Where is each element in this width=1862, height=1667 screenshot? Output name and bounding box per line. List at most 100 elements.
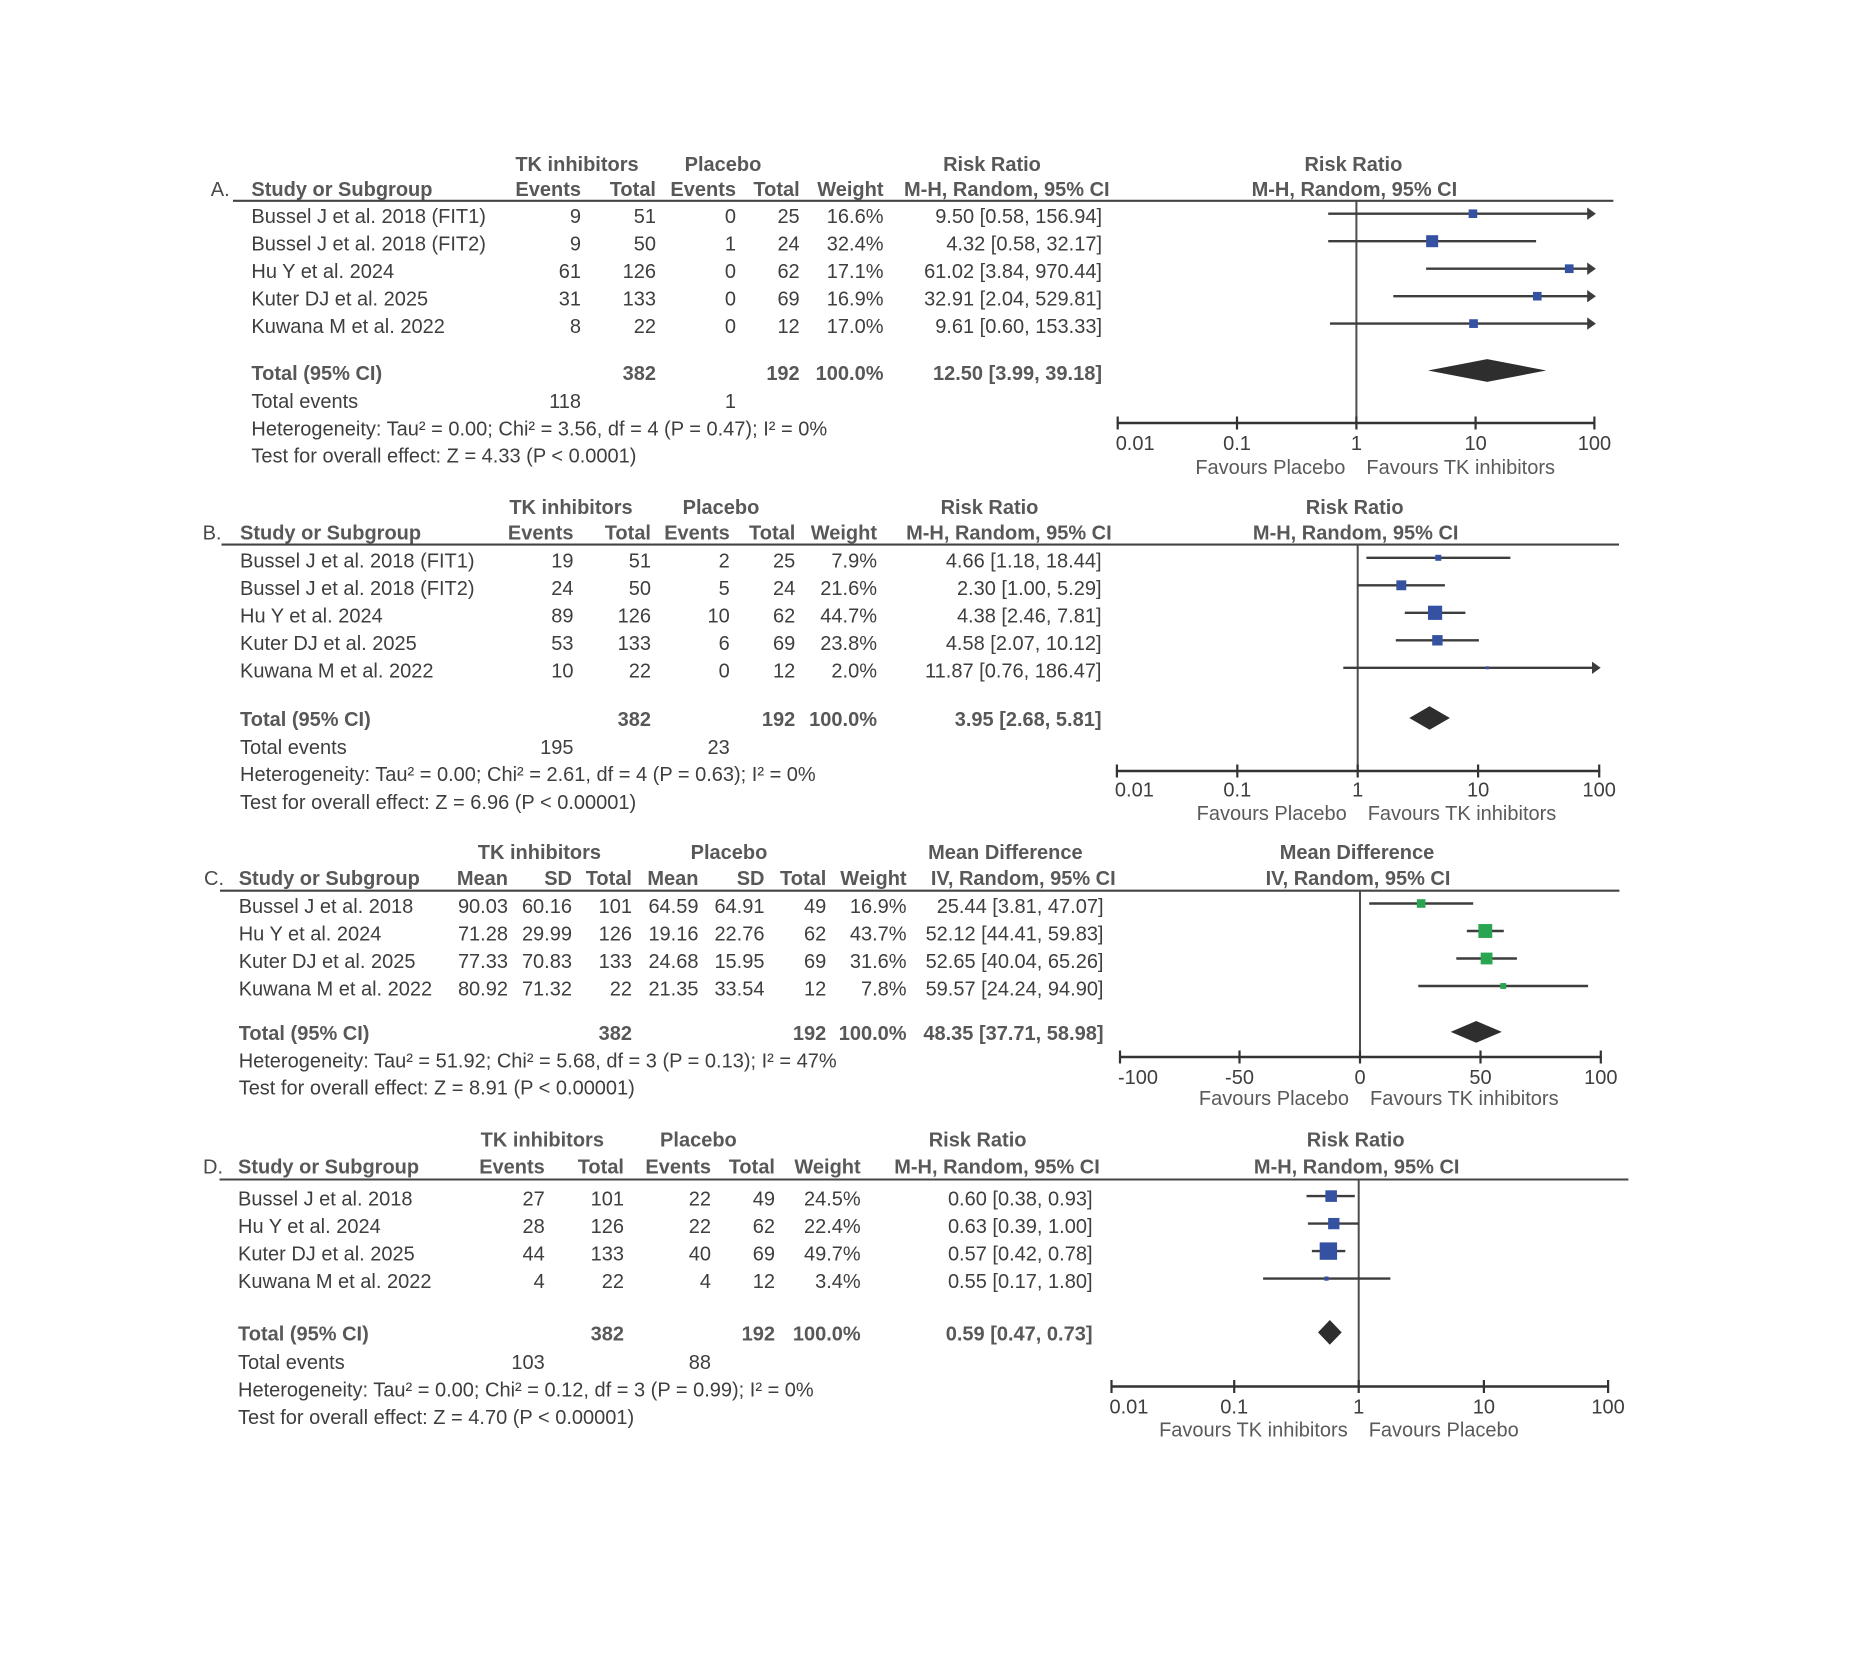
svg-text:D.: D. — [203, 1157, 223, 1179]
svg-text:0.60 [0.38, 0.93]: 0.60 [0.38, 0.93] — [948, 1189, 1093, 1211]
svg-text:80.92: 80.92 — [458, 979, 508, 1001]
svg-text:22: 22 — [634, 316, 656, 338]
svg-text:100: 100 — [1583, 779, 1616, 801]
svg-text:100.0%: 100.0% — [839, 1023, 907, 1045]
svg-text:126: 126 — [599, 924, 632, 946]
svg-text:M-H, Random, 95% CI: M-H, Random, 95% CI — [894, 1157, 1100, 1179]
svg-text:0.01: 0.01 — [1110, 1397, 1149, 1419]
svg-text:69: 69 — [777, 289, 799, 311]
svg-text:Favours TK inhibitors: Favours TK inhibitors — [1368, 803, 1557, 825]
svg-text:Hu Y et al. 2024: Hu Y et al. 2024 — [240, 605, 383, 627]
svg-text:59.57 [24.24, 94.90]: 59.57 [24.24, 94.90] — [926, 979, 1104, 1001]
svg-text:-50: -50 — [1225, 1067, 1254, 1089]
svg-text:SD: SD — [737, 868, 765, 890]
svg-text:62: 62 — [804, 924, 826, 946]
svg-text:101: 101 — [599, 896, 632, 918]
svg-text:126: 126 — [618, 605, 651, 627]
svg-text:Total events: Total events — [251, 391, 358, 413]
svg-text:25: 25 — [777, 206, 799, 228]
svg-text:103: 103 — [511, 1352, 544, 1374]
svg-text:Risk Ratio: Risk Ratio — [929, 1129, 1027, 1151]
svg-text:29.99: 29.99 — [522, 924, 572, 946]
svg-text:24: 24 — [777, 234, 799, 256]
svg-text:B.: B. — [203, 523, 222, 545]
svg-text:64.59: 64.59 — [648, 896, 698, 918]
svg-text:Total: Total — [753, 179, 799, 201]
svg-text:Total: Total — [586, 868, 632, 890]
svg-text:15.95: 15.95 — [714, 951, 764, 973]
svg-text:50: 50 — [1469, 1067, 1491, 1089]
svg-text:5: 5 — [719, 578, 730, 600]
svg-text:TK inhibitors: TK inhibitors — [515, 154, 638, 176]
svg-text:Favours Placebo: Favours Placebo — [1197, 803, 1347, 825]
svg-text:Events: Events — [508, 523, 574, 545]
svg-text:6: 6 — [719, 633, 730, 655]
svg-text:19.16: 19.16 — [648, 924, 698, 946]
svg-text:69: 69 — [753, 1244, 775, 1266]
svg-text:133: 133 — [591, 1244, 624, 1266]
svg-text:77.33: 77.33 — [458, 951, 508, 973]
svg-text:Total events: Total events — [238, 1352, 345, 1374]
svg-text:4: 4 — [534, 1271, 545, 1293]
svg-text:M-H, Random, 95% CI: M-H, Random, 95% CI — [1252, 179, 1458, 201]
svg-text:Total: Total — [610, 179, 656, 201]
svg-text:9.50 [0.58, 156.94]: 9.50 [0.58, 156.94] — [935, 206, 1102, 228]
svg-text:M-H, Random, 95% CI: M-H, Random, 95% CI — [1253, 523, 1459, 545]
svg-text:9: 9 — [570, 234, 581, 256]
svg-text:4.38 [2.46, 7.81]: 4.38 [2.46, 7.81] — [957, 605, 1102, 627]
svg-text:Study or Subgroup: Study or Subgroup — [240, 523, 421, 545]
svg-text:Events: Events — [670, 179, 736, 201]
svg-text:Test for overall effect: Z = 6: Test for overall effect: Z = 6.96 (P < 0… — [240, 792, 636, 814]
svg-text:Kuwana M et al. 2022: Kuwana M et al. 2022 — [239, 979, 432, 1001]
svg-text:10: 10 — [1464, 433, 1486, 455]
svg-text:88: 88 — [689, 1352, 711, 1374]
svg-text:16.6%: 16.6% — [827, 206, 884, 228]
svg-text:24: 24 — [551, 578, 573, 600]
svg-text:31.6%: 31.6% — [850, 951, 907, 973]
svg-text:22.4%: 22.4% — [804, 1216, 861, 1238]
svg-text:Kuter DJ et al. 2025: Kuter DJ et al. 2025 — [238, 1244, 415, 1266]
svg-text:0: 0 — [725, 289, 736, 311]
svg-text:Risk Ratio: Risk Ratio — [1306, 497, 1404, 519]
svg-text:62: 62 — [777, 261, 799, 283]
svg-text:22: 22 — [610, 979, 632, 1001]
svg-text:192: 192 — [762, 709, 795, 731]
svg-text:8: 8 — [570, 316, 581, 338]
svg-text:Risk Ratio: Risk Ratio — [943, 154, 1041, 176]
svg-text:70.83: 70.83 — [522, 951, 572, 973]
svg-text:16.9%: 16.9% — [850, 896, 907, 918]
svg-text:0: 0 — [725, 261, 736, 283]
svg-text:9.61 [0.60, 153.33]: 9.61 [0.60, 153.33] — [935, 316, 1102, 338]
svg-text:Kuwana M et al. 2022: Kuwana M et al. 2022 — [251, 316, 444, 338]
svg-text:49: 49 — [753, 1189, 775, 1211]
svg-text:17.0%: 17.0% — [827, 316, 884, 338]
svg-text:24: 24 — [773, 578, 795, 600]
svg-text:61.02 [3.84, 970.44]: 61.02 [3.84, 970.44] — [924, 261, 1102, 283]
svg-text:22.76: 22.76 — [714, 924, 764, 946]
svg-text:62: 62 — [753, 1216, 775, 1238]
svg-text:192: 192 — [742, 1323, 775, 1345]
svg-text:Kuter DJ et al. 2025: Kuter DJ et al. 2025 — [240, 633, 417, 655]
svg-text:101: 101 — [591, 1189, 624, 1211]
svg-text:23: 23 — [708, 737, 730, 759]
svg-text:71.32: 71.32 — [522, 979, 572, 1001]
svg-text:Weight: Weight — [817, 179, 884, 201]
svg-text:Bussel J et al. 2018 (FIT1): Bussel J et al. 2018 (FIT1) — [251, 206, 486, 228]
svg-text:M-H, Random, 95% CI: M-H, Random, 95% CI — [906, 523, 1112, 545]
svg-text:0.1: 0.1 — [1223, 779, 1251, 801]
svg-text:69: 69 — [804, 951, 826, 973]
svg-text:Total: Total — [749, 523, 795, 545]
svg-text:M-H, Random, 95% CI: M-H, Random, 95% CI — [1254, 1157, 1460, 1179]
svg-text:Kuter DJ et al. 2025: Kuter DJ et al. 2025 — [251, 289, 428, 311]
svg-text:Hu Y et al. 2024: Hu Y et al. 2024 — [238, 1216, 381, 1238]
svg-text:9: 9 — [570, 206, 581, 228]
svg-text:Total (95% CI): Total (95% CI) — [251, 363, 382, 385]
svg-text:Kuwana M et al. 2022: Kuwana M et al. 2022 — [238, 1271, 431, 1293]
svg-text:61: 61 — [559, 261, 581, 283]
svg-text:192: 192 — [766, 363, 799, 385]
svg-text:0.01: 0.01 — [1116, 433, 1155, 455]
svg-text:Favours Placebo: Favours Placebo — [1199, 1088, 1349, 1110]
svg-text:40: 40 — [689, 1244, 711, 1266]
svg-text:21.35: 21.35 — [648, 979, 698, 1001]
svg-text:C.: C. — [204, 868, 224, 890]
